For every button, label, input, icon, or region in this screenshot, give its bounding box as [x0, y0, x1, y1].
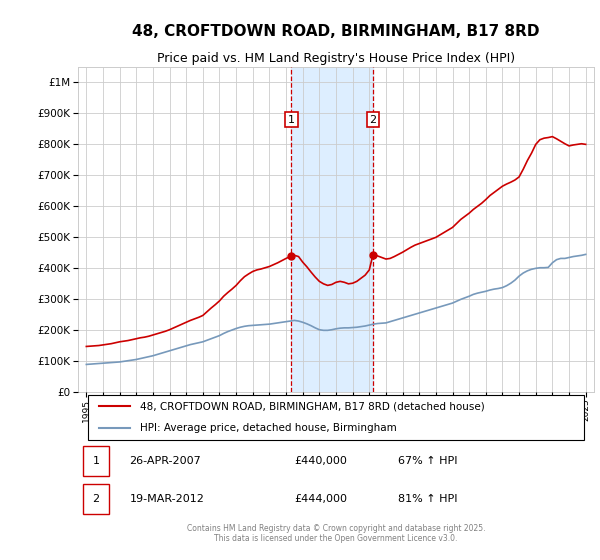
Text: 2: 2: [370, 115, 377, 124]
Text: 19-MAR-2012: 19-MAR-2012: [130, 494, 205, 504]
FancyBboxPatch shape: [88, 395, 584, 440]
Text: 48, CROFTDOWN ROAD, BIRMINGHAM, B17 8RD: 48, CROFTDOWN ROAD, BIRMINGHAM, B17 8RD: [132, 24, 540, 39]
Text: HPI: Average price, detached house, Birmingham: HPI: Average price, detached house, Birm…: [140, 423, 397, 433]
Text: 48, CROFTDOWN ROAD, BIRMINGHAM, B17 8RD (detached house): 48, CROFTDOWN ROAD, BIRMINGHAM, B17 8RD …: [140, 402, 485, 412]
Text: 81% ↑ HPI: 81% ↑ HPI: [398, 494, 457, 504]
Text: 1: 1: [288, 115, 295, 124]
Text: Price paid vs. HM Land Registry's House Price Index (HPI): Price paid vs. HM Land Registry's House …: [157, 52, 515, 65]
Text: £440,000: £440,000: [295, 456, 347, 466]
Text: 67% ↑ HPI: 67% ↑ HPI: [398, 456, 457, 466]
Text: £444,000: £444,000: [295, 494, 348, 504]
Text: Contains HM Land Registry data © Crown copyright and database right 2025.
This d: Contains HM Land Registry data © Crown c…: [187, 524, 485, 543]
Text: 26-APR-2007: 26-APR-2007: [130, 456, 202, 466]
Text: 1: 1: [92, 456, 100, 466]
Text: 2: 2: [92, 494, 100, 504]
FancyBboxPatch shape: [83, 484, 109, 514]
Bar: [292, 67, 373, 393]
FancyBboxPatch shape: [83, 446, 109, 476]
